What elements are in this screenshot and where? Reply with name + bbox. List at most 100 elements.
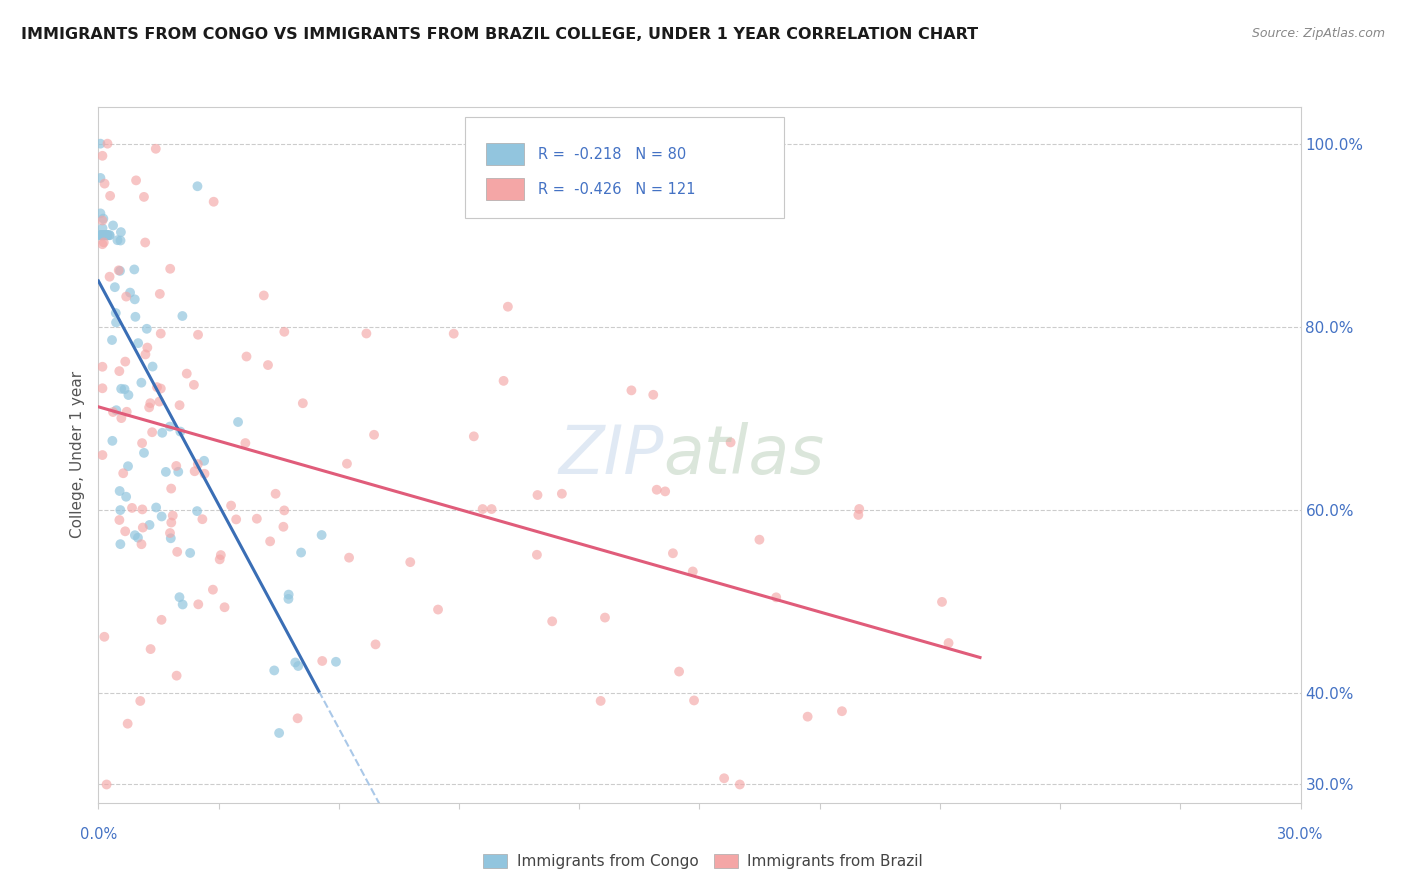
Point (110, 382, 132, 396)
Point (160, 482, 183, 496)
Point (167, 465, 190, 479)
Point (259, 534, 281, 549)
Point (246, 512, 269, 526)
Point (169, 425, 191, 439)
FancyBboxPatch shape (465, 118, 783, 219)
Point (150, 425, 173, 440)
Point (131, 502, 153, 516)
Point (98, 269, 121, 284)
Point (269, 726, 291, 740)
Point (115, 405, 138, 419)
Point (104, 306, 127, 320)
Point (96, 228, 118, 243)
Point (139, 642, 162, 657)
Bar (485, 178, 524, 201)
Point (131, 537, 153, 551)
Point (273, 503, 295, 517)
Point (89, 170, 111, 185)
Point (166, 545, 188, 559)
Point (765, 591, 787, 605)
Point (139, 396, 162, 410)
Point (131, 376, 153, 390)
Point (938, 636, 960, 650)
Point (150, 613, 173, 627)
Point (91, 228, 114, 243)
Text: atlas: atlas (664, 422, 824, 488)
Point (463, 429, 485, 443)
Point (93, 228, 115, 243)
Point (273, 325, 295, 339)
Point (124, 262, 146, 277)
Point (257, 358, 280, 372)
Point (96, 228, 118, 243)
Point (127, 531, 149, 545)
Point (91, 359, 114, 374)
Point (209, 548, 232, 562)
Point (796, 709, 818, 723)
Point (728, 777, 751, 791)
Point (91, 228, 114, 243)
Point (471, 502, 494, 516)
Point (291, 396, 314, 410)
Text: R =  -0.426   N = 121: R = -0.426 N = 121 (538, 182, 696, 196)
Point (846, 508, 869, 522)
Point (492, 374, 515, 388)
Point (526, 548, 548, 562)
Point (720, 435, 742, 450)
Point (89, 206, 111, 220)
Point (112, 467, 135, 481)
Point (108, 364, 131, 378)
Point (311, 654, 333, 668)
Text: R =  -0.218   N = 80: R = -0.218 N = 80 (538, 147, 686, 161)
Point (193, 467, 215, 481)
Point (124, 310, 146, 324)
Point (848, 502, 870, 516)
Point (668, 665, 690, 679)
Point (172, 598, 194, 612)
Point (91, 149, 114, 163)
Point (149, 382, 172, 396)
Point (91, 228, 114, 243)
Point (620, 384, 643, 398)
Point (226, 415, 249, 429)
Point (117, 459, 139, 474)
Point (277, 588, 299, 602)
Point (93, 235, 115, 250)
Point (108, 264, 131, 278)
Point (311, 528, 333, 542)
Point (589, 694, 612, 708)
Point (654, 484, 676, 499)
Point (287, 711, 309, 725)
Point (132, 520, 155, 534)
Bar (485, 144, 524, 166)
Point (202, 194, 225, 209)
Point (713, 772, 735, 786)
Point (481, 502, 503, 516)
Point (89, 136, 111, 151)
Point (191, 512, 214, 526)
Point (98, 189, 121, 203)
Point (662, 546, 685, 560)
Point (277, 591, 299, 606)
Point (91, 228, 114, 243)
Point (551, 487, 574, 501)
Point (235, 436, 257, 450)
Point (183, 377, 205, 392)
Point (91, 381, 114, 395)
Point (159, 531, 181, 545)
Point (138, 518, 160, 533)
Point (124, 528, 146, 542)
Point (91, 448, 114, 462)
Point (290, 545, 312, 559)
Point (748, 533, 770, 547)
Point (187, 327, 209, 342)
Point (107, 263, 129, 277)
Point (364, 637, 387, 651)
Point (108, 513, 131, 527)
Point (110, 503, 132, 517)
Point (541, 615, 564, 629)
Point (101, 434, 124, 448)
Point (201, 582, 224, 597)
Point (91, 213, 114, 227)
Point (683, 693, 706, 707)
